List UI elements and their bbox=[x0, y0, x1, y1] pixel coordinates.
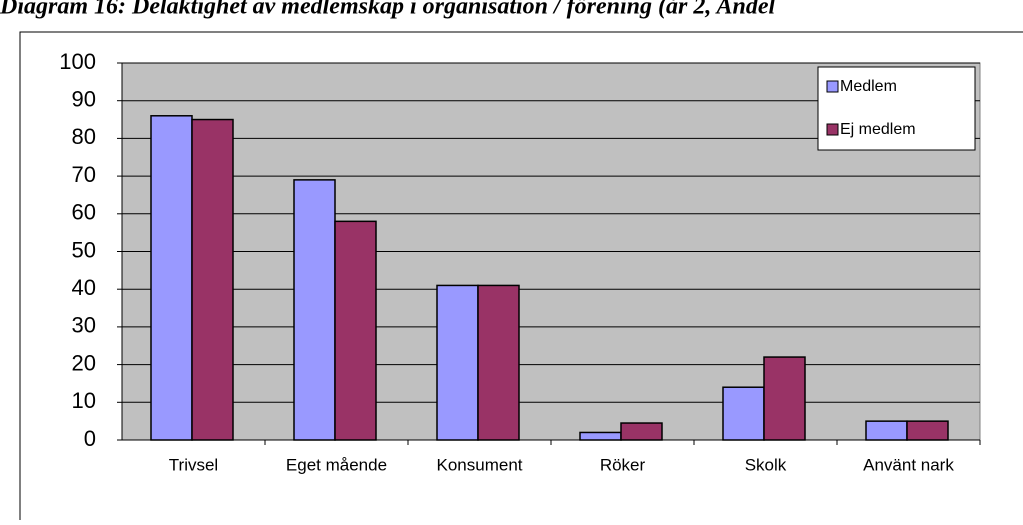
bar bbox=[191, 118, 234, 441]
y-tick-label: 80 bbox=[72, 124, 96, 149]
y-tick-label: 10 bbox=[72, 388, 96, 413]
y-tick-label: 30 bbox=[72, 313, 96, 338]
bar bbox=[620, 422, 663, 441]
legend-label: Ej medlem bbox=[840, 121, 916, 138]
bar bbox=[865, 420, 908, 441]
bar bbox=[477, 284, 520, 441]
legend-swatch bbox=[826, 80, 839, 93]
legend-box bbox=[817, 66, 976, 151]
bar bbox=[906, 420, 949, 441]
y-tick-label: 40 bbox=[72, 275, 96, 300]
bar bbox=[293, 179, 336, 441]
x-tick-label: Trivsel bbox=[169, 455, 218, 474]
bar bbox=[150, 115, 193, 441]
y-tick-label: 70 bbox=[72, 162, 96, 187]
y-tick-label: 60 bbox=[72, 200, 96, 225]
bar bbox=[436, 284, 479, 441]
x-tick-label: Konsument bbox=[437, 455, 523, 474]
x-tick-label: Skolk bbox=[745, 455, 787, 474]
bar bbox=[334, 220, 377, 441]
x-tick-label: Eget mående bbox=[286, 455, 387, 474]
bar bbox=[722, 386, 765, 441]
chart-title: Diagram 16: Delaktighet av medlemskap i … bbox=[0, 0, 775, 20]
x-tick-label: Röker bbox=[600, 455, 646, 474]
bar bbox=[763, 356, 806, 441]
legend-label: Medlem bbox=[840, 78, 897, 95]
y-tick-label: 100 bbox=[59, 49, 96, 74]
y-tick-label: 90 bbox=[72, 87, 96, 112]
legend-swatch bbox=[826, 123, 839, 136]
x-tick-label: Använt nark bbox=[863, 455, 954, 474]
bar bbox=[579, 431, 622, 441]
y-tick-label: 20 bbox=[72, 350, 96, 375]
y-tick-label: 0 bbox=[84, 426, 96, 451]
y-tick-label: 50 bbox=[72, 237, 96, 262]
